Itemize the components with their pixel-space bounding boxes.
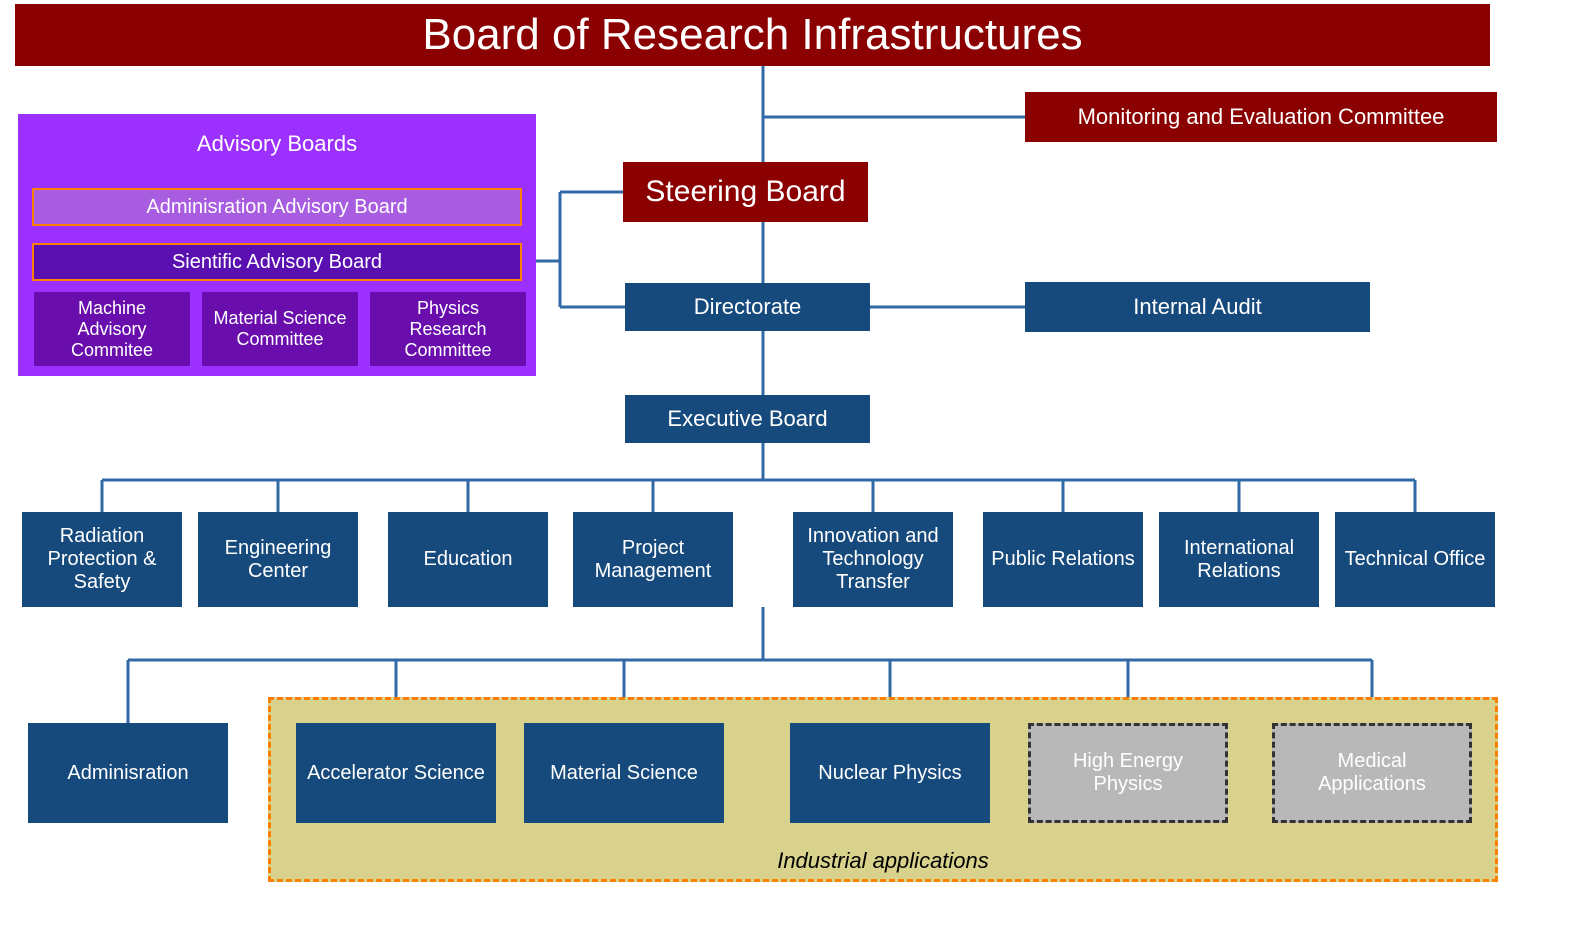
machine-advisory-committee: Machine Advisory Commitee — [32, 290, 192, 368]
innovation-tech-transfer: Innovation and Technology Transfer — [793, 512, 953, 607]
material-science: Material Science — [524, 723, 724, 823]
executive-board: Executive Board — [625, 395, 870, 443]
engineering-center: Engineering Center — [198, 512, 358, 607]
monitoring-evaluation-committee: Monitoring and Evaluation Committee — [1025, 92, 1497, 142]
public-relations: Public Relations — [983, 512, 1143, 607]
board-of-research-infrastructures: Board of Research Infrastructures — [15, 4, 1490, 66]
internal-audit: Internal Audit — [1025, 282, 1370, 332]
high-energy-physics: High Energy Physics — [1028, 723, 1228, 823]
education: Education — [388, 512, 548, 607]
project-management: Project Management — [573, 512, 733, 607]
steering-board: Steering Board — [623, 162, 868, 222]
directorate: Directorate — [625, 283, 870, 331]
technical-office: Technical Office — [1335, 512, 1495, 607]
physics-research-committee: Physics Research Committee — [368, 290, 528, 368]
international-relations: International Relations — [1159, 512, 1319, 607]
administration-advisory-board: Adminisration Advisory Board — [32, 188, 522, 226]
advisory-boards-title: Advisory Boards — [18, 124, 536, 164]
scientific-advisory-board: Sientific Advisory Board — [32, 243, 522, 281]
material-science-committee: Material Science Committee — [200, 290, 360, 368]
industrial-applications-label: Industrial applications — [268, 844, 1498, 878]
nuclear-physics: Nuclear Physics — [790, 723, 990, 823]
administration: Adminisration — [28, 723, 228, 823]
accelerator-science: Accelerator Science — [296, 723, 496, 823]
medical-applications: Medical Applications — [1272, 723, 1472, 823]
radiation-protection-safety: Radiation Protection & Safety — [22, 512, 182, 607]
